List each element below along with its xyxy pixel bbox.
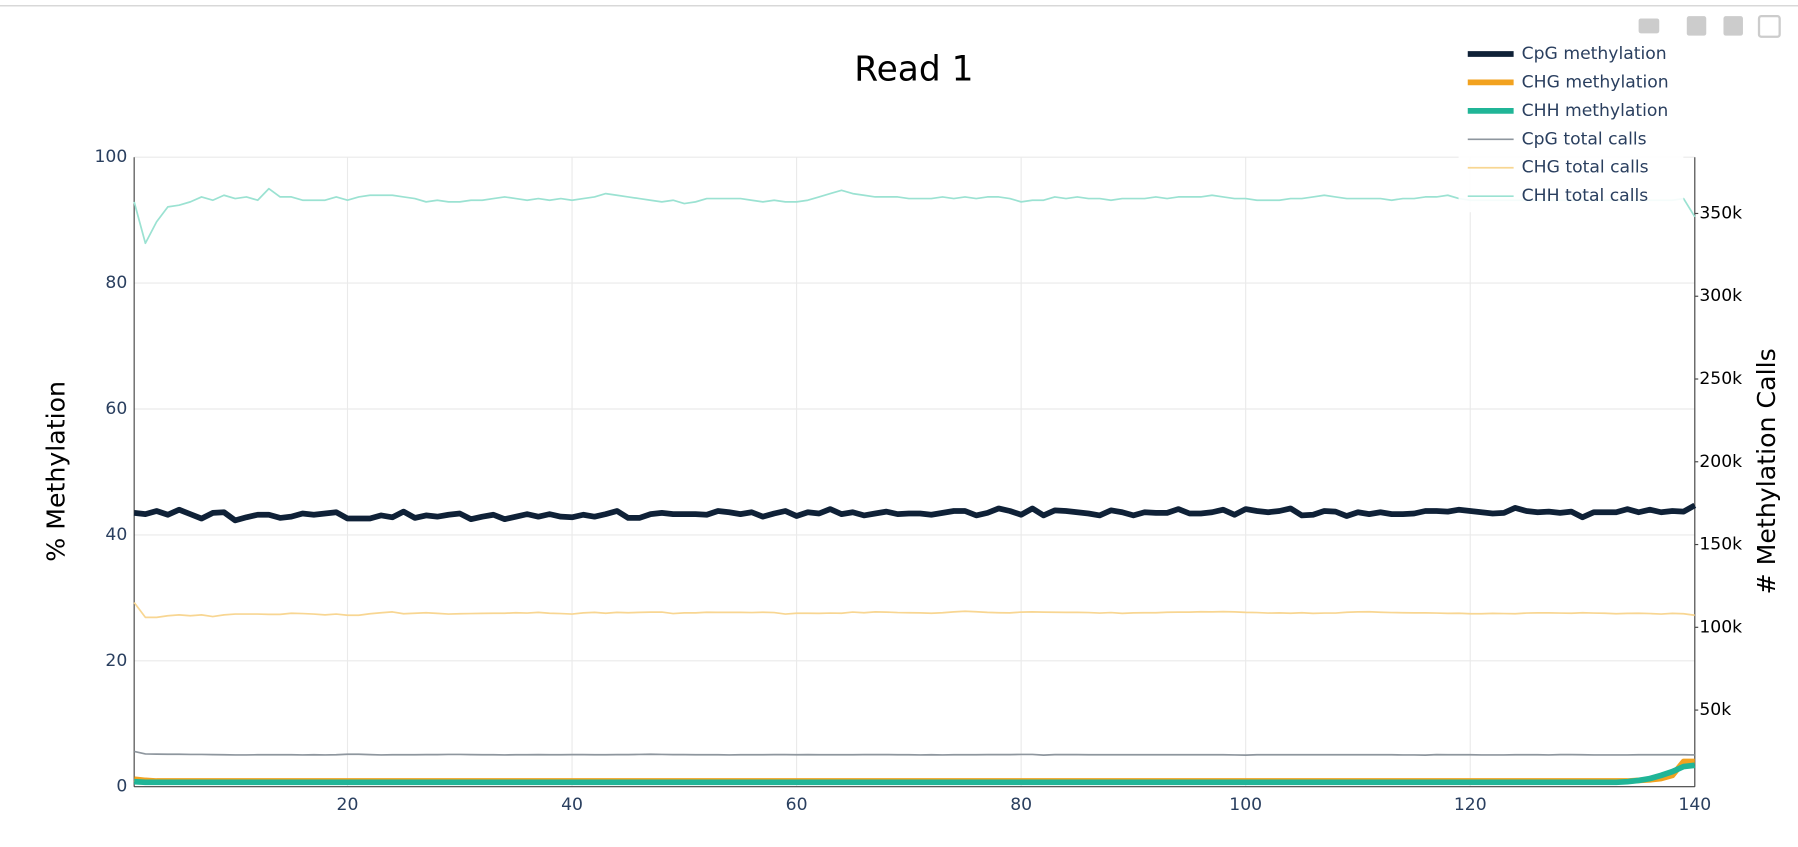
y-axis-title: % Methylation (41, 381, 70, 562)
legend-label: CHG methylation (1522, 72, 1669, 92)
legend-label: CHH methylation (1522, 101, 1669, 121)
series-line (133, 502, 1697, 524)
y-tick-label: 80 (105, 273, 127, 293)
legend-background (1458, 40, 1684, 213)
y-tick-label: 40 (105, 525, 127, 545)
x-tick-label: 100 (1229, 795, 1262, 815)
y-tick-label: 60 (105, 399, 127, 419)
grid: 20 40 60 80 100 120 140 0 20 40 60 80 100 50k 100k 150k… (94, 147, 1742, 815)
zoom-in-icon[interactable] (1686, 16, 1707, 36)
y2-tick-label: 200k (1699, 452, 1742, 472)
y2-tick-label: 150k (1699, 535, 1742, 555)
series-line (134, 762, 1696, 786)
y2-axis-title: # Methylation Calls (1752, 348, 1781, 594)
legend: CpG methylation CHG methylation CHH methyl… (1458, 40, 1684, 213)
x-tick-label: 40 (561, 795, 583, 815)
y2-tick-label: 250k (1699, 369, 1742, 389)
x-tick-label: 20 (337, 795, 359, 815)
x-tick-label: 120 (1454, 795, 1487, 815)
autoscale-icon[interactable] (1757, 15, 1781, 38)
y-tick-label: 20 (105, 651, 127, 671)
x-tick-label: 140 (1678, 795, 1711, 815)
y-tick-label: 0 (116, 777, 127, 797)
legend-label: CHH total calls (1522, 186, 1649, 206)
legend-label: CHG total calls (1522, 158, 1649, 178)
y2-tick-label: 300k (1699, 286, 1742, 306)
camera-icon[interactable] (1638, 18, 1660, 34)
y2-tick-label: 50k (1699, 700, 1731, 720)
legend-label: CpG methylation (1522, 44, 1667, 64)
modebar[interactable] (1638, 15, 1781, 38)
chart-title: Read 1 (854, 50, 973, 90)
series-line (133, 750, 1695, 756)
y-tick-label: 100 (94, 147, 127, 167)
x-tick-label: 80 (1010, 795, 1032, 815)
plot-area (133, 187, 1697, 786)
zoom-out-icon[interactable] (1723, 16, 1743, 36)
series-line (133, 187, 1696, 245)
y2-tick-label: 350k (1699, 203, 1742, 223)
y2-tick-label: 100k (1699, 617, 1742, 637)
x-tick-label: 60 (786, 795, 808, 815)
series-line (133, 601, 1695, 619)
legend-label: CpG total calls (1522, 129, 1647, 149)
